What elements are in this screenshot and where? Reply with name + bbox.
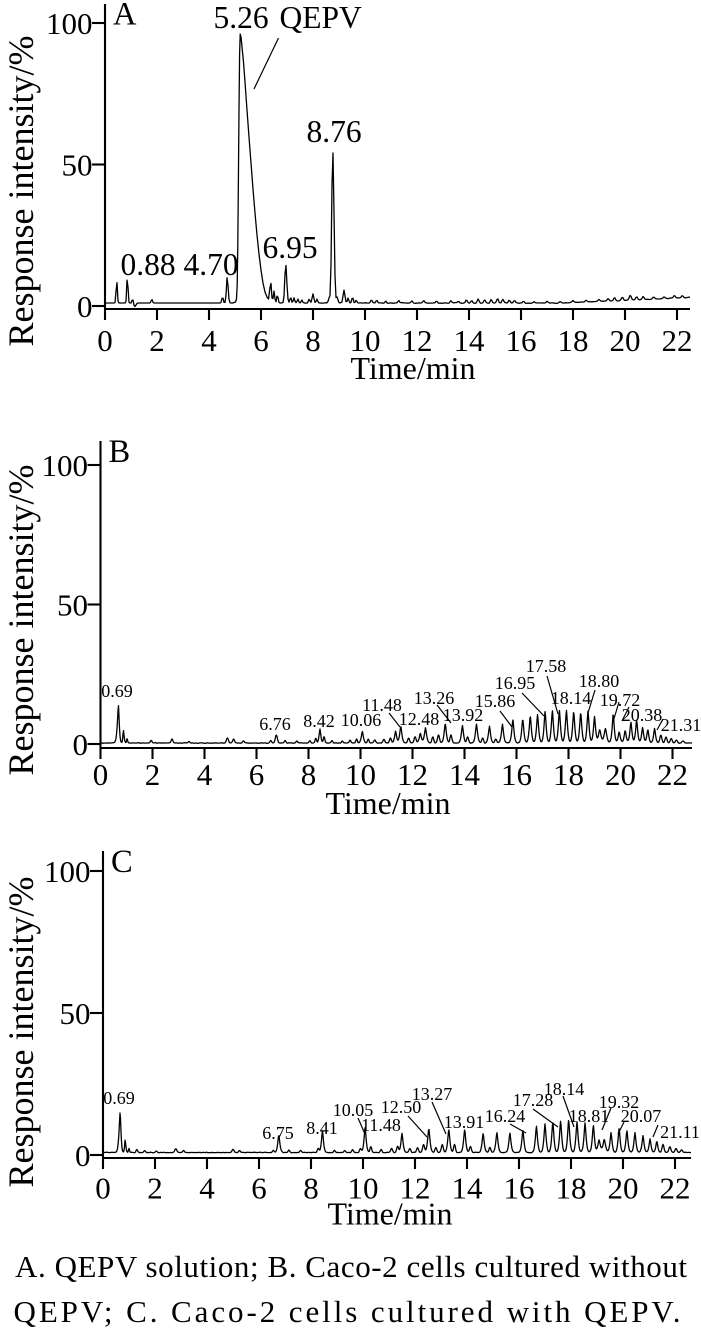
svg-text:16.95: 16.95: [495, 673, 536, 693]
svg-text:Time/min: Time/min: [350, 350, 475, 386]
svg-text:18.80: 18.80: [579, 671, 620, 691]
svg-text:0.69: 0.69: [103, 1088, 135, 1108]
svg-text:4: 4: [199, 1171, 215, 1206]
svg-text:18.14: 18.14: [544, 1079, 585, 1099]
svg-text:2: 2: [147, 1171, 163, 1206]
svg-text:16.24: 16.24: [485, 1106, 526, 1126]
svg-text:8: 8: [301, 757, 317, 792]
svg-text:18: 18: [558, 323, 589, 358]
svg-text:A. QEPV solution; B. Caco-2 ce: A. QEPV solution; B. Caco-2 cells cultur…: [15, 1249, 687, 1284]
svg-text:100: 100: [42, 448, 89, 483]
svg-text:2: 2: [149, 323, 165, 358]
svg-text:0.88: 0.88: [120, 247, 175, 282]
svg-text:Response intensity/%: Response intensity/%: [1, 465, 41, 776]
svg-text:C: C: [111, 844, 133, 880]
svg-text:Response intensity/%: Response intensity/%: [1, 877, 41, 1188]
svg-text:0.69: 0.69: [101, 681, 133, 701]
svg-text:18: 18: [556, 1171, 587, 1206]
svg-text:6.95: 6.95: [262, 230, 317, 265]
svg-text:21.31: 21.31: [661, 715, 701, 735]
svg-text:12: 12: [397, 757, 428, 792]
svg-text:0: 0: [77, 289, 93, 324]
svg-text:6: 6: [249, 757, 265, 792]
svg-text:17.58: 17.58: [526, 656, 567, 676]
svg-text:4: 4: [197, 757, 213, 792]
svg-text:5.26: 5.26: [213, 0, 268, 35]
svg-text:18.81: 18.81: [569, 1106, 610, 1126]
svg-text:50: 50: [62, 148, 93, 183]
svg-text:22: 22: [662, 323, 693, 358]
svg-text:A: A: [113, 0, 137, 33]
svg-text:0: 0: [97, 323, 113, 358]
svg-text:50: 50: [57, 588, 88, 623]
svg-text:6.76: 6.76: [259, 714, 291, 734]
svg-text:4: 4: [201, 323, 217, 358]
svg-text:8.42: 8.42: [303, 711, 335, 731]
svg-text:20.38: 20.38: [622, 705, 663, 725]
svg-text:18: 18: [553, 757, 584, 792]
svg-text:14: 14: [454, 323, 486, 358]
svg-text:6: 6: [253, 323, 269, 358]
svg-text:20: 20: [605, 757, 636, 792]
svg-text:10: 10: [350, 323, 381, 358]
svg-text:17.28: 17.28: [513, 1090, 554, 1110]
svg-text:100: 100: [46, 6, 93, 41]
svg-text:4.70: 4.70: [183, 247, 238, 282]
svg-text:8: 8: [303, 1171, 319, 1206]
svg-text:13.92: 13.92: [443, 705, 484, 725]
svg-text:8: 8: [305, 323, 321, 358]
svg-text:14: 14: [452, 1171, 484, 1206]
svg-text:12: 12: [402, 323, 433, 358]
svg-text:10.05: 10.05: [333, 1100, 374, 1120]
svg-text:16: 16: [506, 323, 537, 358]
svg-text:11.48: 11.48: [361, 1115, 401, 1135]
svg-text:Time/min: Time/min: [327, 1196, 452, 1232]
svg-text:8.76: 8.76: [306, 114, 361, 149]
svg-text:22: 22: [657, 757, 688, 792]
svg-text:12.48: 12.48: [399, 709, 440, 729]
svg-text:13.26: 13.26: [414, 688, 455, 708]
svg-text:QEPV: QEPV: [280, 0, 363, 35]
svg-text:6: 6: [251, 1171, 267, 1206]
svg-text:100: 100: [44, 854, 91, 889]
svg-text:14: 14: [449, 757, 481, 792]
svg-text:15.86: 15.86: [475, 691, 516, 711]
svg-text:12: 12: [400, 1171, 431, 1206]
svg-text:20: 20: [608, 1171, 639, 1206]
svg-text:8.41: 8.41: [306, 1118, 338, 1138]
svg-text:6.75: 6.75: [262, 1123, 294, 1143]
svg-text:16: 16: [501, 757, 532, 792]
svg-text:19.72: 19.72: [600, 690, 641, 710]
svg-text:50: 50: [60, 996, 91, 1031]
svg-text:Response intensity/%: Response intensity/%: [1, 36, 41, 347]
svg-text:0: 0: [73, 727, 89, 762]
svg-text:16: 16: [504, 1171, 535, 1206]
svg-text:10: 10: [348, 1171, 379, 1206]
svg-text:B: B: [109, 434, 131, 470]
svg-text:2: 2: [145, 757, 161, 792]
svg-text:0: 0: [93, 757, 109, 792]
svg-text:22: 22: [660, 1171, 691, 1206]
svg-text:11.48: 11.48: [362, 695, 402, 715]
svg-text:19.32: 19.32: [599, 1092, 640, 1112]
svg-text:0: 0: [95, 1171, 111, 1206]
svg-text:18.14: 18.14: [551, 688, 592, 708]
svg-text:10.06: 10.06: [341, 710, 382, 730]
svg-text:10: 10: [345, 757, 376, 792]
svg-text:13.91: 13.91: [444, 1112, 485, 1132]
svg-text:20.07: 20.07: [621, 1106, 662, 1126]
svg-text:12.50: 12.50: [381, 1097, 422, 1117]
svg-text:13.27: 13.27: [412, 1084, 453, 1104]
svg-text:21.11: 21.11: [660, 1122, 700, 1142]
svg-text:0: 0: [75, 1138, 91, 1173]
svg-text:Time/min: Time/min: [325, 785, 450, 821]
svg-text:20: 20: [610, 323, 641, 358]
